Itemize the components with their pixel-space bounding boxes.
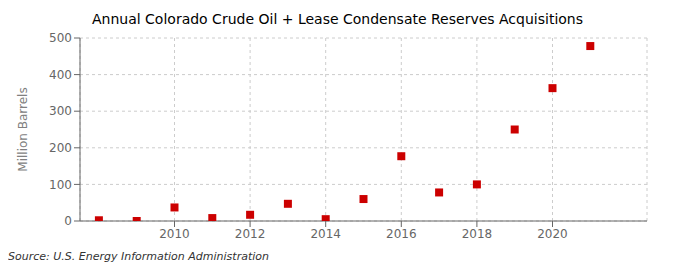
svg-text:2012: 2012 xyxy=(235,227,266,241)
svg-text:100: 100 xyxy=(49,178,72,192)
html-text:Source: U.S. Energy Informatio: Source: U.S. Energy Information Administ… xyxy=(8,250,269,263)
svg-text:2018: 2018 xyxy=(462,227,493,241)
html-text:Annual Colorado Crude Oil + Le: Annual Colorado Crude Oil + Lease Conden… xyxy=(92,11,583,27)
svg-text:0: 0 xyxy=(64,214,72,228)
svg-text:2016: 2016 xyxy=(386,227,417,241)
svg-text:2010: 2010 xyxy=(159,227,190,241)
svg-text:500: 500 xyxy=(49,31,72,45)
svg-text:2020: 2020 xyxy=(537,227,568,241)
svg-text:300: 300 xyxy=(49,104,72,118)
svg-text:400: 400 xyxy=(49,68,72,82)
svg-text:200: 200 xyxy=(49,141,72,155)
svg-text:2014: 2014 xyxy=(310,227,341,241)
svg-text:Million Barrels: Million Barrels xyxy=(16,87,30,171)
